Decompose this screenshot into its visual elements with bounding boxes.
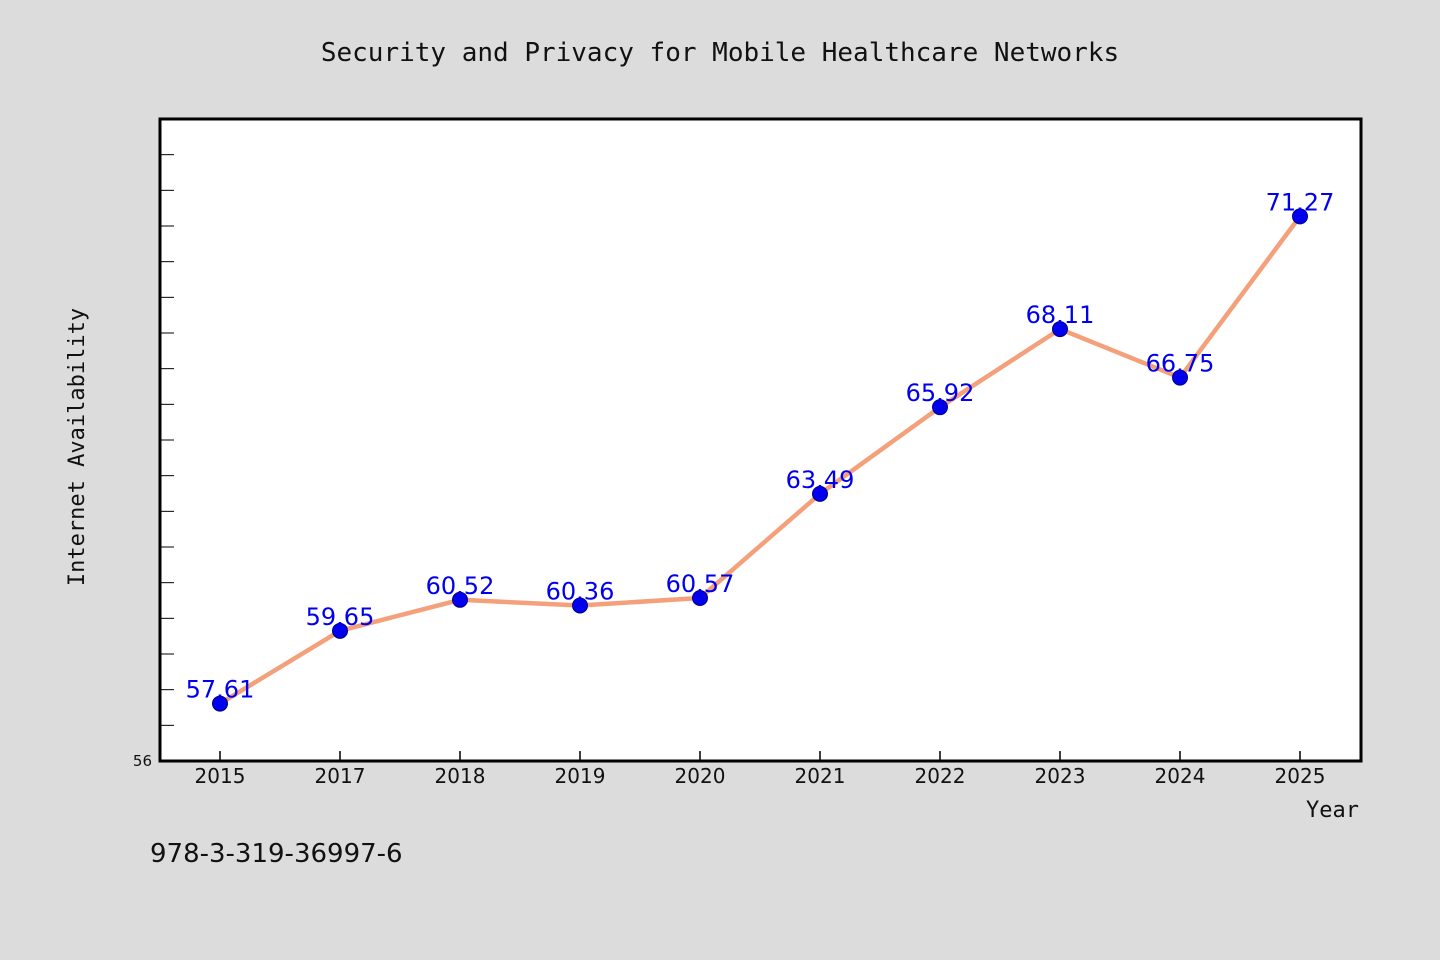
data-label: 57.61 [186, 676, 255, 704]
data-point [1172, 369, 1188, 386]
x-tick-label: 2019 [555, 764, 606, 788]
data-point [1052, 321, 1068, 338]
x-tick-label: 2022 [915, 764, 966, 788]
x-tick-label: 2023 [1035, 764, 1086, 788]
series-line-segment [697, 491, 823, 601]
series-line-segment [337, 597, 463, 634]
data-point [572, 597, 588, 614]
y-axis-label: Internet Availability [65, 308, 90, 586]
plot-area [158, 117, 1363, 763]
data-label: 68.11 [1026, 301, 1095, 329]
x-axis-label: Year [1306, 798, 1359, 823]
x-tick-label: 2024 [1155, 764, 1206, 788]
data-point [692, 590, 708, 607]
chart-title: Security and Privacy for Mobile Healthca… [321, 38, 1119, 68]
data-labels: 57.61 59.65 60.52 60.36 60.57 63.49 65.92 68.11… [186, 188, 1335, 703]
series-line-segment [1057, 326, 1183, 380]
data-label: 60.36 [546, 577, 615, 605]
data-label: 59.65 [306, 603, 375, 631]
series-markers [212, 208, 1308, 712]
isbn-annotation: 978-3-319-36997-6 [150, 839, 403, 869]
data-point [452, 591, 468, 608]
x-axis-ticks: 2015 2017 2018 2019 2020 2021 2022 2023 2024 2025 [195, 751, 1326, 788]
data-label: 66.75 [1146, 350, 1215, 378]
data-label: 60.52 [426, 572, 495, 600]
y-axis-ticks [160, 154, 174, 726]
data-label: 60.57 [666, 570, 735, 598]
data-label: 71.27 [1266, 188, 1335, 216]
series-line-segment [457, 597, 583, 608]
series-line-segment [577, 595, 703, 608]
x-tick-label: 2025 [1275, 764, 1326, 788]
x-tick-label: 2020 [675, 764, 726, 788]
data-label: 65.92 [906, 379, 975, 407]
series-line-group [217, 214, 1303, 706]
series-line-segment [217, 628, 343, 706]
data-point [212, 695, 228, 712]
series-line-segment [817, 404, 943, 497]
series-line-segment [937, 326, 1063, 410]
data-point [332, 622, 348, 639]
data-point [1292, 208, 1308, 225]
x-tick-label: 2021 [795, 764, 846, 788]
x-tick-label: 2018 [435, 764, 486, 788]
data-label: 63.49 [786, 466, 855, 494]
data-point [812, 485, 828, 502]
x-tick-label: 2017 [315, 764, 366, 788]
x-tick-label: 2015 [195, 764, 246, 788]
data-point [932, 399, 948, 416]
y-tick-label: 56 [133, 752, 152, 770]
series-line-segment [1177, 214, 1303, 380]
